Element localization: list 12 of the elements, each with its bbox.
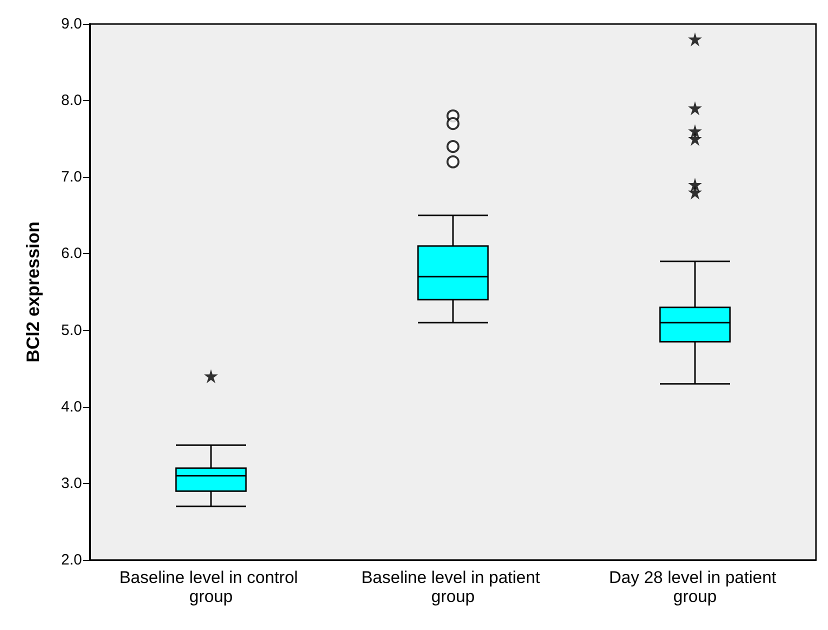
x-tick-label: Day 28 level in patient group [609,568,781,606]
y-axis-title: BCl2 expression [23,221,43,363]
y-tick-label: 3.0 [61,474,82,492]
y-tick-label: 9.0 [61,16,82,32]
y-tick-label: 6.0 [61,245,82,262]
y-tick-label: 8.0 [61,92,82,110]
y-tick-label: 2.0 [61,552,82,568]
x-tick-label: Baseline level in patient group [361,568,545,606]
y-tick-label: 4.0 [61,398,82,416]
x-tick-label: Baseline level in control group [119,568,303,606]
y-tick-label: 7.0 [61,168,82,186]
y-tick-label: 5.0 [61,322,82,339]
